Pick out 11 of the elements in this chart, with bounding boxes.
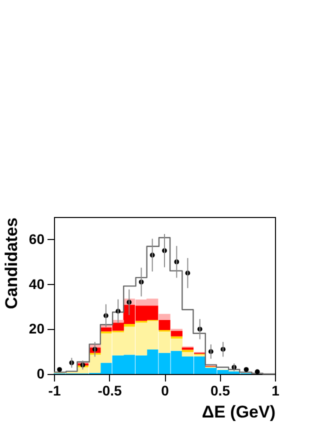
y-tick-label: 0 — [36, 366, 45, 382]
x-tick-label: -0.5 — [98, 382, 122, 398]
x-tick-label: 0.5 — [210, 382, 230, 398]
x-tick-label: -1 — [48, 382, 61, 398]
y-tick-label: 20 — [28, 320, 45, 337]
x-tick-label: 1 — [272, 382, 280, 398]
x-tick-label: 0 — [161, 382, 170, 398]
x-axis-title: ΔE (GeV) — [202, 402, 276, 422]
y-tick-label: 40 — [28, 276, 45, 292]
y-tick-label: 60 — [28, 230, 45, 247]
y-axis-title: Candidates — [2, 218, 21, 310]
